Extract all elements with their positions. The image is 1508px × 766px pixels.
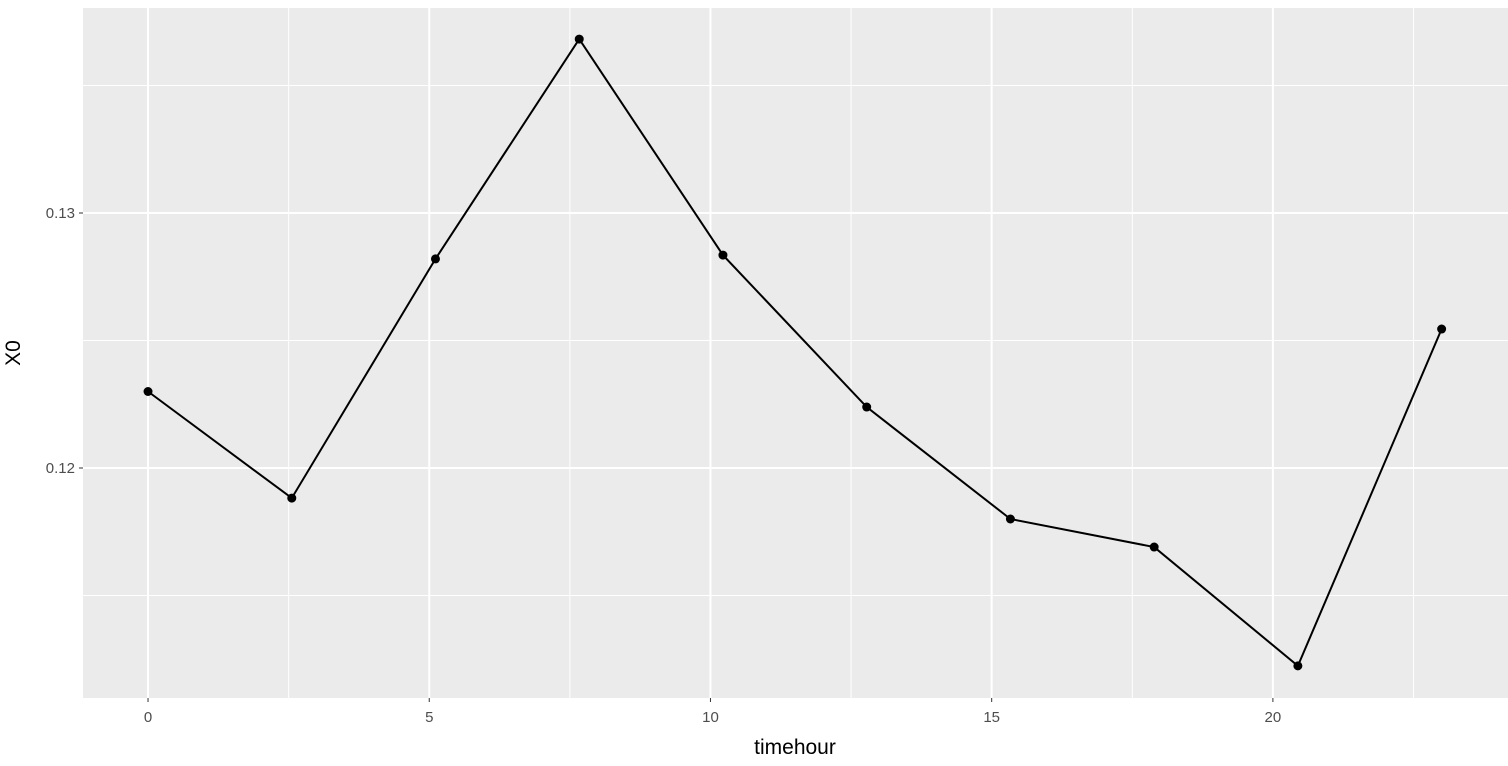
data-point xyxy=(718,250,728,260)
y-tick-label: 0.13 xyxy=(46,205,75,222)
data-point xyxy=(143,387,153,397)
x-tick-label: 15 xyxy=(983,709,1000,726)
data-point xyxy=(430,254,440,264)
x-tick-label: 5 xyxy=(425,709,433,726)
y-tick-label: 0.12 xyxy=(46,460,75,477)
x-tick-label: 10 xyxy=(702,709,719,726)
y-axis-title: X0 xyxy=(2,340,25,366)
data-line xyxy=(147,37,1443,668)
data-point xyxy=(1293,661,1303,671)
x-axis-title: timehour xyxy=(754,736,836,759)
data-point xyxy=(287,493,297,503)
data-point xyxy=(574,34,584,44)
data-point xyxy=(862,402,872,412)
x-tick-label: 20 xyxy=(1265,709,1282,726)
x-tick-label: 0 xyxy=(144,709,152,726)
plot-panel xyxy=(83,8,1508,698)
data-point xyxy=(1437,324,1447,334)
data-point xyxy=(1149,542,1159,552)
data-point xyxy=(1005,514,1015,524)
